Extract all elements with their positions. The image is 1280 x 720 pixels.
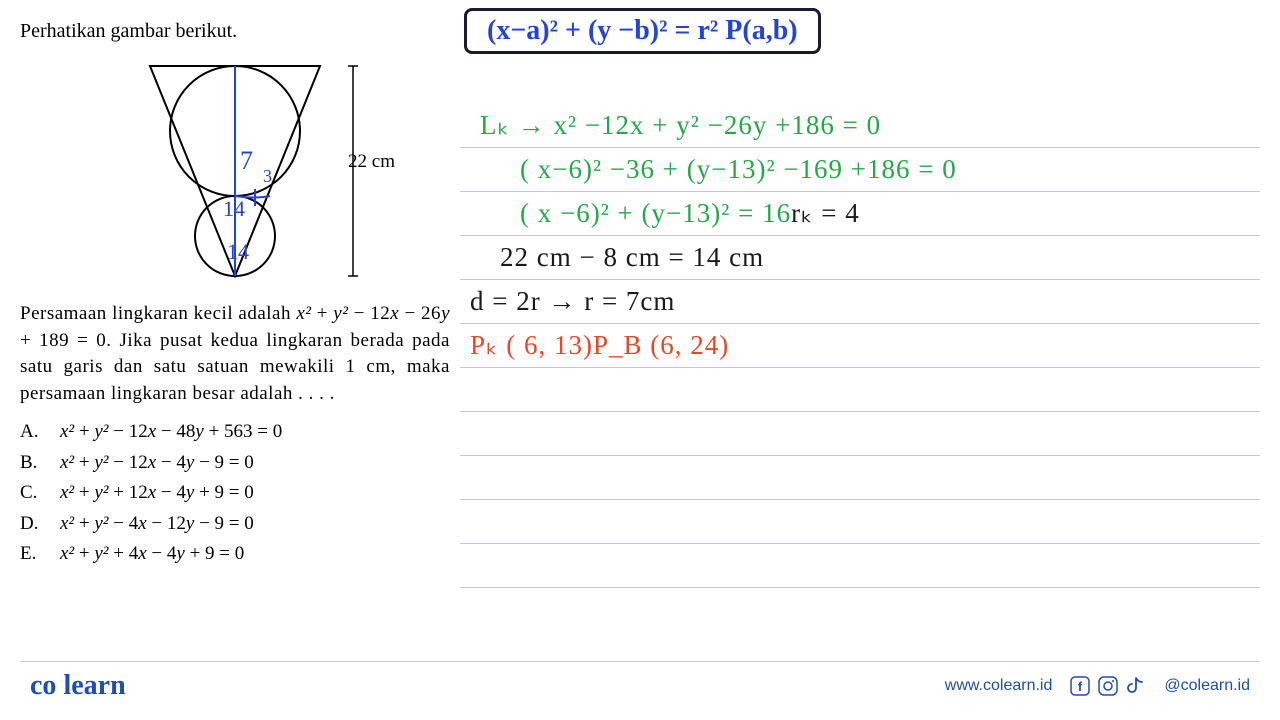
height-label: 22 cm (348, 151, 395, 173)
option-row: A. x² + y² − 12x − 48y + 563 = 0 (20, 417, 450, 447)
option-label: D. (20, 509, 45, 539)
formula-box: (x−a)² + (y −b)² = r² P(a,b) (464, 8, 821, 54)
option-row: B. x² + y² − 12x − 4y − 9 = 0 (20, 448, 450, 478)
option-equation: x² + y² − 4x − 12y − 9 = 0 (60, 509, 254, 539)
work-line: Lₖ → x² −12x + y² −26y +186 = 0 (460, 104, 1260, 148)
work-line (460, 456, 1260, 500)
annotation-seven: 7 (240, 146, 253, 176)
logo-co: co (30, 670, 56, 701)
footer-handle: @colearn.id (1164, 677, 1250, 695)
body-text-2: − 12 (348, 303, 390, 324)
var-y: y (441, 303, 450, 324)
facebook-icon: f (1070, 676, 1090, 696)
work-line: ( x−6)² −36 + (y−13)² −169 +186 = 0 (460, 148, 1260, 192)
option-equation: x² + y² − 12x − 48y + 563 = 0 (60, 417, 282, 447)
option-label: B. (20, 448, 45, 478)
option-row: E. x² + y² + 4x − 4y + 9 = 0 (20, 539, 450, 569)
option-equation: x² + y² + 4x − 4y + 9 = 0 (60, 539, 244, 569)
annotation-three: 3 (263, 166, 272, 187)
work-line (460, 544, 1260, 588)
work-area: Lₖ → x² −12x + y² −26y +186 = 0( x−6)² −… (460, 104, 1260, 588)
option-row: D. x² + y² − 4x − 12y − 9 = 0 (20, 509, 450, 539)
option-label: E. (20, 539, 45, 569)
answer-options: A. x² + y² − 12x − 48y + 563 = 0 B. x² + y²… (20, 417, 450, 569)
footer-divider (20, 661, 1260, 662)
var-x: x (390, 303, 399, 324)
footer: co learn www.colearn.id f @colearn.id (0, 670, 1280, 702)
work-line: d = 2r → r = 7cm (460, 280, 1260, 324)
option-row: C. x² + y² + 12x − 4y + 9 = 0 (20, 478, 450, 508)
option-label: A. (20, 417, 45, 447)
question-panel: Perhatikan gambar berikut. 22 cm 7 3 14 … (20, 20, 450, 569)
option-equation: x² + y² − 12x − 4y − 9 = 0 (60, 448, 254, 478)
body-text-1: + (311, 303, 333, 324)
question-title: Perhatikan gambar berikut. (20, 20, 450, 43)
work-line (460, 412, 1260, 456)
var-y2: y² (333, 303, 348, 324)
geometry-diagram: 22 cm 7 3 14 14 (105, 51, 365, 291)
work-line: Pₖ ( 6, 13) P_B (6, 24) (460, 324, 1260, 368)
work-panel: (x−a)² + (y −b)² = r² P(a,b) Lₖ → x² −12… (460, 8, 1260, 588)
body-text-3: − 26 (399, 303, 441, 324)
question-body: Persamaan lingkaran kecil adalah x² + y²… (20, 301, 450, 407)
tiktok-icon (1126, 676, 1146, 696)
work-line (460, 368, 1260, 412)
work-line: ( x −6)² + (y−13)² = 16 rₖ = 4 (460, 192, 1260, 236)
var-x2: x² (296, 303, 311, 324)
logo-learn: learn (63, 670, 125, 701)
annotation-fourteen-upper: 14 (223, 196, 245, 222)
body-text-0: Persamaan lingkaran kecil adalah (20, 303, 296, 324)
brand-logo: co learn (30, 670, 126, 702)
work-line (460, 500, 1260, 544)
option-equation: x² + y² + 12x − 4y + 9 = 0 (60, 478, 254, 508)
footer-right: www.colearn.id f @colearn.id (945, 676, 1250, 696)
work-line: 22 cm − 8 cm = 14 cm (460, 236, 1260, 280)
footer-url: www.colearn.id (945, 677, 1053, 695)
svg-text:f: f (1078, 679, 1083, 694)
annotation-fourteen-lower: 14 (227, 239, 249, 265)
social-icons: f (1070, 676, 1146, 696)
option-label: C. (20, 478, 45, 508)
body-text-4: + 189 = 0. Jika pusat kedua lingkaran be… (20, 330, 450, 404)
instagram-icon (1098, 676, 1118, 696)
